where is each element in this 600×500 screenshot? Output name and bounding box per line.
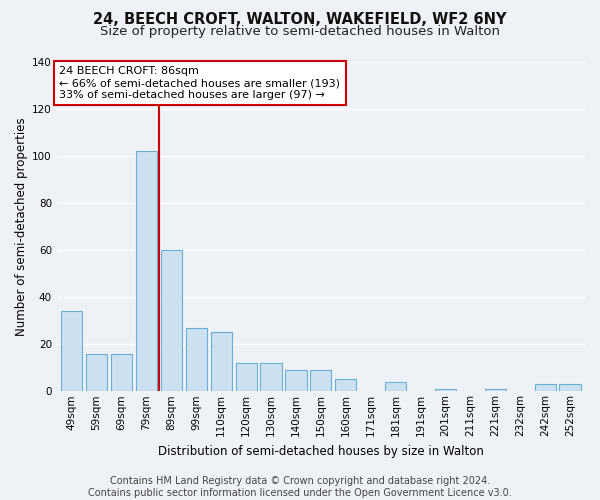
Bar xyxy=(535,384,556,392)
X-axis label: Distribution of semi-detached houses by size in Walton: Distribution of semi-detached houses by … xyxy=(158,444,484,458)
Bar xyxy=(559,384,581,392)
Y-axis label: Number of semi-detached properties: Number of semi-detached properties xyxy=(15,117,28,336)
Bar xyxy=(161,250,182,392)
Text: Size of property relative to semi-detached houses in Walton: Size of property relative to semi-detach… xyxy=(100,25,500,38)
Text: 24, BEECH CROFT, WALTON, WAKEFIELD, WF2 6NY: 24, BEECH CROFT, WALTON, WAKEFIELD, WF2 … xyxy=(93,12,507,28)
Bar xyxy=(236,363,257,392)
Bar xyxy=(310,370,331,392)
Bar xyxy=(86,354,107,392)
Bar xyxy=(186,328,207,392)
Bar xyxy=(61,311,82,392)
Bar xyxy=(286,370,307,392)
Text: Contains HM Land Registry data © Crown copyright and database right 2024.
Contai: Contains HM Land Registry data © Crown c… xyxy=(88,476,512,498)
Bar xyxy=(211,332,232,392)
Text: 24 BEECH CROFT: 86sqm
← 66% of semi-detached houses are smaller (193)
33% of sem: 24 BEECH CROFT: 86sqm ← 66% of semi-deta… xyxy=(59,66,340,100)
Bar xyxy=(111,354,132,392)
Bar xyxy=(435,389,456,392)
Bar xyxy=(335,380,356,392)
Bar xyxy=(485,389,506,392)
Bar xyxy=(385,382,406,392)
Bar xyxy=(260,363,281,392)
Bar xyxy=(136,151,157,392)
